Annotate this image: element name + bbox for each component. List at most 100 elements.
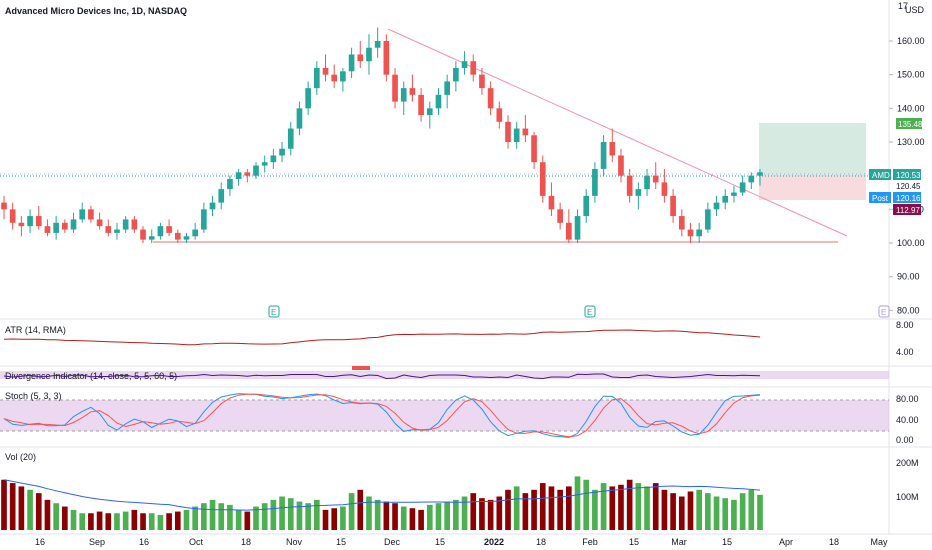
earnings-marker[interactable]: E: [268, 305, 280, 318]
volume-bar: [566, 486, 572, 530]
price-tick-label: 140.00: [897, 103, 925, 113]
position-loss-zone[interactable]: [759, 176, 866, 200]
candle-body: [383, 41, 390, 75]
volume-bar: [270, 499, 277, 530]
volume-bar: [114, 513, 120, 530]
candle-body: [583, 195, 590, 217]
candle-body: [331, 74, 338, 82]
time-tick-label: Sep: [89, 537, 105, 547]
candle-body: [418, 94, 424, 116]
candle-body: [131, 219, 138, 230]
volume-bar: [435, 503, 442, 530]
candle-body: [201, 209, 207, 230]
candle-body: [235, 172, 242, 180]
candle-body: [270, 155, 277, 163]
candle-body: [314, 67, 320, 89]
volume-bar: [418, 509, 424, 530]
candle-body: [1, 202, 7, 210]
volume-bar: [722, 498, 729, 530]
time-axis[interactable]: 16 Sep 16 Oct 18 Nov 15 Dec 15 2022 18 Feb 15 Mar 15 Ap…: [35, 537, 888, 547]
candle-body: [209, 202, 216, 210]
candle-body: [678, 216, 685, 230]
candle-body: [183, 236, 190, 240]
volume-bar: [131, 509, 138, 530]
volume-bar: [105, 513, 112, 530]
volume-bar: [122, 511, 129, 530]
candle-body: [340, 71, 346, 82]
volume-bar: [479, 498, 485, 530]
stoch-title: Stoch (5, 3, 3): [5, 391, 62, 401]
earnings-marker[interactable]: E: [584, 305, 596, 318]
candle-body: [174, 232, 181, 240]
price-label-close-ref: 120.45: [896, 182, 921, 191]
candle-body: [35, 216, 42, 227]
candle-body: [114, 229, 120, 233]
time-tick-label: Apr: [779, 537, 793, 547]
price-axis-top-partial: 17: [898, 1, 908, 11]
price-label-target: 135.48: [896, 118, 923, 129]
volume-bar: [453, 499, 459, 530]
candle-body: [557, 209, 563, 223]
volume-bar: [409, 508, 416, 530]
volume-bar: [70, 509, 77, 530]
svg-text:E: E: [881, 308, 886, 317]
candle-body: [531, 135, 537, 163]
price-tick-label: 80.00: [897, 305, 920, 315]
chart-title: Advanced Micro Devices Inc, 1D, NASDAQ: [5, 6, 187, 16]
stoch-k-line: [3, 393, 761, 438]
volume-bar: [652, 483, 659, 530]
time-tick-label: 16: [35, 537, 45, 547]
svg-text:120.16: 120.16: [896, 194, 921, 203]
volume-bar: [470, 493, 477, 530]
volume-bar: [505, 489, 511, 530]
atr-title: ATR (14, RMA): [5, 325, 66, 335]
volume-bar: [209, 499, 216, 530]
time-tick-label: 15: [722, 537, 732, 547]
volume-bar: [583, 479, 590, 530]
earnings-marker-future[interactable]: E: [878, 305, 890, 318]
stoch-tick-40: 40.00: [896, 415, 919, 425]
candle-body: [635, 189, 642, 196]
price-tick-label: 150.00: [897, 70, 925, 80]
volume-bar: [426, 504, 433, 530]
volume-bar: [592, 489, 598, 530]
candle-body: [548, 195, 555, 210]
candle-body: [600, 142, 607, 169]
time-tick-label: 18: [829, 537, 839, 547]
time-tick-label: 2022: [484, 537, 504, 547]
candle-body: [253, 165, 259, 176]
volume-bar: [96, 511, 103, 530]
volume-bar: [713, 496, 720, 530]
candle-body: [487, 88, 494, 109]
candle-body: [757, 172, 763, 176]
position-profit-zone[interactable]: [759, 123, 866, 176]
volume-bar: [1, 479, 7, 530]
time-tick-label: Oct: [189, 537, 204, 547]
volume-bar: [600, 483, 607, 530]
candle-body: [357, 54, 364, 62]
price-label-stop: 112.97: [893, 204, 921, 215]
volume-bar: [348, 493, 355, 530]
price-label-post: Post 120.16: [869, 192, 921, 203]
stoch-tick-80: 80.00: [896, 394, 919, 404]
volume-bar: [626, 479, 633, 530]
candle-body: [62, 222, 68, 230]
candle-body: [513, 128, 520, 142]
time-tick-label: Nov: [286, 537, 303, 547]
candle-body: [409, 88, 416, 95]
price-tick-label: 100.00: [897, 238, 925, 248]
candle-body: [574, 216, 581, 240]
candle-body: [122, 219, 129, 230]
candle-body: [522, 128, 529, 136]
volume-bar: [27, 489, 33, 530]
candle-body: [400, 88, 407, 102]
stoch-band: [0, 400, 889, 431]
volume-bar: [366, 496, 372, 530]
volume-bar: [305, 503, 311, 530]
candle-body: [140, 229, 146, 240]
volume-bar: [157, 514, 164, 530]
volume-bar: [79, 513, 86, 530]
price-tick-label: 130.00: [897, 137, 925, 147]
